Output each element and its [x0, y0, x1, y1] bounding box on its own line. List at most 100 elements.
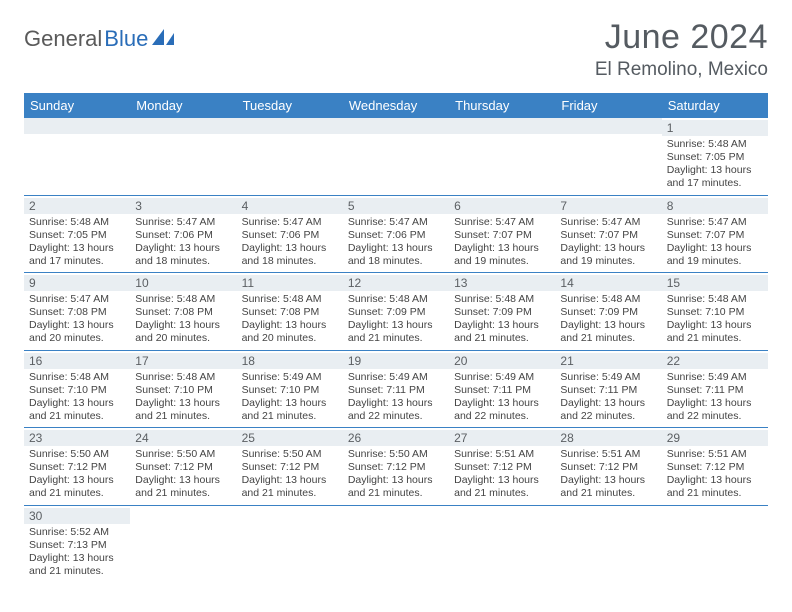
day-details: Sunrise: 5:51 AMSunset: 7:12 PMDaylight:…	[667, 448, 763, 501]
day-header: Tuesday	[237, 93, 343, 118]
day-header-row: SundayMondayTuesdayWednesdayThursdayFrid…	[24, 93, 768, 118]
day-number: 23	[24, 430, 130, 446]
day-details: Sunrise: 5:48 AMSunset: 7:10 PMDaylight:…	[667, 293, 763, 346]
day-details: Sunrise: 5:50 AMSunset: 7:12 PMDaylight:…	[348, 448, 444, 501]
calendar-cell	[24, 118, 130, 195]
day-number: 18	[237, 353, 343, 369]
day-details: Sunrise: 5:50 AMSunset: 7:12 PMDaylight:…	[242, 448, 338, 501]
calendar-body: 1 Sunrise: 5:48 AMSunset: 7:05 PMDaylight…	[24, 118, 768, 582]
day-number: 7	[555, 198, 661, 214]
day-number: 19	[343, 353, 449, 369]
calendar-cell: 22 Sunrise: 5:49 AMSunset: 7:11 PMDayligh…	[662, 350, 768, 428]
calendar-cell: 10 Sunrise: 5:48 AMSunset: 7:08 PMDayligh…	[130, 273, 236, 351]
day-number: 29	[662, 430, 768, 446]
location: El Remolino, Mexico	[595, 59, 768, 81]
calendar-cell	[662, 505, 768, 582]
day-number: 26	[343, 430, 449, 446]
calendar-cell: 13 Sunrise: 5:48 AMSunset: 7:09 PMDayligh…	[449, 273, 555, 351]
calendar-week: 2Sunrise: 5:48 AMSunset: 7:05 PMDaylight…	[24, 195, 768, 273]
calendar-cell: 2Sunrise: 5:48 AMSunset: 7:05 PMDaylight…	[24, 195, 130, 273]
day-details: Sunrise: 5:52 AMSunset: 7:13 PMDaylight:…	[29, 526, 125, 579]
day-number: 22	[662, 353, 768, 369]
calendar-week: 23 Sunrise: 5:50 AMSunset: 7:12 PMDayligh…	[24, 428, 768, 506]
calendar-cell: 24 Sunrise: 5:50 AMSunset: 7:12 PMDayligh…	[130, 428, 236, 506]
day-number: 16	[24, 353, 130, 369]
day-number: 25	[237, 430, 343, 446]
calendar-cell: 19Sunrise: 5:49 AMSunset: 7:11 PMDayligh…	[343, 350, 449, 428]
empty-day-bar	[130, 118, 236, 134]
day-header: Sunday	[24, 93, 130, 118]
day-details: Sunrise: 5:49 AMSunset: 7:11 PMDaylight:…	[560, 371, 656, 424]
day-number: 10	[130, 275, 236, 291]
calendar-cell: 21 Sunrise: 5:49 AMSunset: 7:11 PMDayligh…	[555, 350, 661, 428]
day-details: Sunrise: 5:47 AMSunset: 7:08 PMDaylight:…	[29, 293, 125, 346]
calendar-cell: 14 Sunrise: 5:48 AMSunset: 7:09 PMDayligh…	[555, 273, 661, 351]
day-details: Sunrise: 5:48 AMSunset: 7:09 PMDaylight:…	[454, 293, 550, 346]
day-details: Sunrise: 5:50 AMSunset: 7:12 PMDaylight:…	[29, 448, 125, 501]
day-number: 9	[24, 275, 130, 291]
calendar-cell: 30 Sunrise: 5:52 AMSunset: 7:13 PMDayligh…	[24, 505, 130, 582]
calendar-cell: 1 Sunrise: 5:48 AMSunset: 7:05 PMDaylight…	[662, 118, 768, 195]
calendar-cell: 25 Sunrise: 5:50 AMSunset: 7:12 PMDayligh…	[237, 428, 343, 506]
calendar-cell: 15 Sunrise: 5:48 AMSunset: 7:10 PMDayligh…	[662, 273, 768, 351]
calendar-cell	[343, 505, 449, 582]
day-details: Sunrise: 5:48 AMSunset: 7:09 PMDaylight:…	[348, 293, 444, 346]
calendar-cell	[130, 118, 236, 195]
day-number: 2	[24, 198, 130, 214]
brand-text-2: Blue	[104, 26, 148, 52]
day-details: Sunrise: 5:49 AMSunset: 7:10 PMDaylight:…	[242, 371, 338, 424]
calendar-cell: 29 Sunrise: 5:51 AMSunset: 7:12 PMDayligh…	[662, 428, 768, 506]
day-number: 20	[449, 353, 555, 369]
calendar-cell	[449, 505, 555, 582]
title-block: June 2024 El Remolino, Mexico	[595, 18, 768, 81]
calendar-cell	[555, 505, 661, 582]
calendar-week: 9 Sunrise: 5:47 AMSunset: 7:08 PMDaylight…	[24, 273, 768, 351]
day-header: Monday	[130, 93, 236, 118]
day-details: Sunrise: 5:50 AMSunset: 7:12 PMDaylight:…	[135, 448, 231, 501]
empty-day-bar	[555, 118, 661, 134]
calendar-cell: 4 Sunrise: 5:47 AMSunset: 7:06 PMDaylight…	[237, 195, 343, 273]
day-details: Sunrise: 5:47 AMSunset: 7:07 PMDaylight:…	[667, 216, 763, 269]
calendar-cell: 28Sunrise: 5:51 AMSunset: 7:12 PMDayligh…	[555, 428, 661, 506]
day-details: Sunrise: 5:48 AMSunset: 7:08 PMDaylight:…	[242, 293, 338, 346]
calendar-cell	[237, 118, 343, 195]
day-number: 14	[555, 275, 661, 291]
day-number: 17	[130, 353, 236, 369]
day-number: 4	[237, 198, 343, 214]
day-number: 8	[662, 198, 768, 214]
day-number: 11	[237, 275, 343, 291]
day-details: Sunrise: 5:47 AMSunset: 7:06 PMDaylight:…	[348, 216, 444, 269]
calendar-table: SundayMondayTuesdayWednesdayThursdayFrid…	[24, 93, 768, 582]
day-number: 13	[449, 275, 555, 291]
day-details: Sunrise: 5:48 AMSunset: 7:09 PMDaylight:…	[560, 293, 656, 346]
day-number: 28	[555, 430, 661, 446]
calendar-cell: 27Sunrise: 5:51 AMSunset: 7:12 PMDayligh…	[449, 428, 555, 506]
day-number: 21	[555, 353, 661, 369]
calendar-cell: 6Sunrise: 5:47 AMSunset: 7:07 PMDaylight…	[449, 195, 555, 273]
day-number: 30	[24, 508, 130, 524]
day-number: 1	[662, 120, 768, 136]
day-header: Saturday	[662, 93, 768, 118]
empty-day-bar	[449, 118, 555, 134]
day-details: Sunrise: 5:48 AMSunset: 7:08 PMDaylight:…	[135, 293, 231, 346]
empty-day-bar	[24, 118, 130, 134]
calendar-cell: 11 Sunrise: 5:48 AMSunset: 7:08 PMDayligh…	[237, 273, 343, 351]
day-number: 24	[130, 430, 236, 446]
calendar-cell: 3Sunrise: 5:47 AMSunset: 7:06 PMDaylight…	[130, 195, 236, 273]
day-number: 15	[662, 275, 768, 291]
day-details: Sunrise: 5:49 AMSunset: 7:11 PMDaylight:…	[667, 371, 763, 424]
calendar-cell: 9 Sunrise: 5:47 AMSunset: 7:08 PMDaylight…	[24, 273, 130, 351]
calendar-cell: 16Sunrise: 5:48 AMSunset: 7:10 PMDayligh…	[24, 350, 130, 428]
day-number: 12	[343, 275, 449, 291]
day-details: Sunrise: 5:47 AMSunset: 7:06 PMDaylight:…	[242, 216, 338, 269]
calendar-cell	[130, 505, 236, 582]
calendar-week: 30 Sunrise: 5:52 AMSunset: 7:13 PMDayligh…	[24, 505, 768, 582]
calendar-cell: 17Sunrise: 5:48 AMSunset: 7:10 PMDayligh…	[130, 350, 236, 428]
day-details: Sunrise: 5:47 AMSunset: 7:07 PMDaylight:…	[454, 216, 550, 269]
day-details: Sunrise: 5:48 AMSunset: 7:05 PMDaylight:…	[667, 138, 763, 191]
calendar-cell: 5 Sunrise: 5:47 AMSunset: 7:06 PMDaylight…	[343, 195, 449, 273]
day-number: 5	[343, 198, 449, 214]
day-details: Sunrise: 5:49 AMSunset: 7:11 PMDaylight:…	[454, 371, 550, 424]
calendar-cell	[343, 118, 449, 195]
day-details: Sunrise: 5:47 AMSunset: 7:06 PMDaylight:…	[135, 216, 231, 269]
